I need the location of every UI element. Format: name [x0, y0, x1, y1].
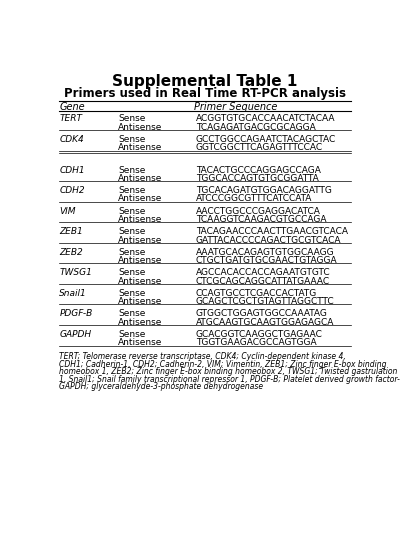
- Text: Antisense: Antisense: [118, 143, 162, 152]
- Text: TERT: TERT: [59, 115, 82, 124]
- Text: TACAGAACCCAACTTGAACGTCACA: TACAGAACCCAACTTGAACGTCACA: [196, 227, 348, 236]
- Text: CDH2: CDH2: [59, 186, 85, 195]
- Text: Sense: Sense: [118, 227, 146, 236]
- Text: CDK4: CDK4: [59, 135, 84, 144]
- Text: PDGF-B: PDGF-B: [59, 309, 92, 318]
- Text: TERT; Telomerase reverse transcriptase, CDK4; Cyclin-dependent kinase 4,: TERT; Telomerase reverse transcriptase, …: [59, 352, 346, 361]
- Text: Antisense: Antisense: [118, 215, 162, 224]
- Text: CDH1; Cadherin-1, CDH2; Cadherin-2, VIM; Vimentin, ZEB1; Zinc finger E-box bindi: CDH1; Cadherin-1, CDH2; Cadherin-2, VIM;…: [59, 360, 387, 369]
- Text: TGGCACCAGTGTGCGGATTA: TGGCACCAGTGTGCGGATTA: [196, 174, 318, 183]
- Text: Antisense: Antisense: [118, 256, 162, 265]
- Text: Gene: Gene: [59, 102, 85, 112]
- Text: ATCCCGGCGTTTCATCCATA: ATCCCGGCGTTTCATCCATA: [196, 195, 312, 204]
- Text: TCAAGGTCAAGACGTGCCAGA: TCAAGGTCAAGACGTGCCAGA: [196, 215, 326, 224]
- Text: Antisense: Antisense: [118, 123, 162, 132]
- Text: CCAGTGCCTCGACCACTATG: CCAGTGCCTCGACCACTATG: [196, 289, 317, 298]
- Text: ZEB1: ZEB1: [59, 227, 83, 236]
- Text: AAATGCACAGAGTGTGGCAAGG: AAATGCACAGAGTGTGGCAAGG: [196, 248, 334, 257]
- Text: CTCGCAGCAGGCATTATGAAAC: CTCGCAGCAGGCATTATGAAAC: [196, 277, 330, 286]
- Text: Sense: Sense: [118, 268, 146, 277]
- Text: TCAGAGATGACGCGCAGGA: TCAGAGATGACGCGCAGGA: [196, 123, 316, 132]
- Text: Sense: Sense: [118, 166, 146, 175]
- Text: CTGCTGATGTGCGAACTGTAGGA: CTGCTGATGTGCGAACTGTAGGA: [196, 256, 337, 265]
- Text: ATGCAAGTGCAAGTGGAGAGCA: ATGCAAGTGCAAGTGGAGAGCA: [196, 318, 334, 327]
- Text: GTGGCTGGAGTGGCCAAATAG: GTGGCTGGAGTGGCCAAATAG: [196, 309, 328, 318]
- Text: homeobox 1, ZEB2; Zinc finger E-box binding homeobox 2, TWSG1; Twisted gastrulat: homeobox 1, ZEB2; Zinc finger E-box bind…: [59, 367, 400, 376]
- Text: Sense: Sense: [118, 248, 146, 257]
- Text: AACCTGGCCCGAGGACATCA: AACCTGGCCCGAGGACATCA: [196, 207, 320, 216]
- Text: CDH1: CDH1: [59, 166, 85, 175]
- Text: Snail1: Snail1: [59, 289, 87, 298]
- Text: GAPDH; glyceraldehyde-3-phosphate dehydrogenase: GAPDH; glyceraldehyde-3-phosphate dehydr…: [59, 382, 264, 391]
- Text: AGCCACACCACCAGAATGTGTC: AGCCACACCACCAGAATGTGTC: [196, 268, 330, 277]
- Text: Antisense: Antisense: [118, 195, 162, 204]
- Text: Sense: Sense: [118, 115, 146, 124]
- Text: Antisense: Antisense: [118, 297, 162, 306]
- Text: Sense: Sense: [118, 289, 146, 298]
- Text: Sense: Sense: [118, 309, 146, 318]
- Text: GAPDH: GAPDH: [59, 330, 92, 339]
- Text: Primer Sequence: Primer Sequence: [194, 102, 278, 112]
- Text: TWSG1: TWSG1: [59, 268, 92, 277]
- Text: Sense: Sense: [118, 135, 146, 144]
- Text: TGCACAGATGTGGACAGGATTG: TGCACAGATGTGGACAGGATTG: [196, 186, 332, 195]
- Text: Antisense: Antisense: [118, 174, 162, 183]
- Text: GCACGGTCAAGGCTGAGAAC: GCACGGTCAAGGCTGAGAAC: [196, 330, 322, 339]
- Text: 1, Snail1; Snail family transcriptional repressor 1, PDGF-B; Platelet derived gr: 1, Snail1; Snail family transcriptional …: [59, 375, 400, 384]
- Text: Sense: Sense: [118, 186, 146, 195]
- Text: GATTACACCCCAGACTGCGTCACA: GATTACACCCCAGACTGCGTCACA: [196, 236, 341, 245]
- Text: VIM: VIM: [59, 207, 76, 216]
- Text: Supplemental Table 1: Supplemental Table 1: [112, 74, 298, 89]
- Text: GGTCGGCTTCAGAGTTTCCAC: GGTCGGCTTCAGAGTTTCCAC: [196, 143, 323, 152]
- Text: Antisense: Antisense: [118, 338, 162, 347]
- Text: GCAGCTCGCTGTAGTTAGGCTTC: GCAGCTCGCTGTAGTTAGGCTTC: [196, 297, 334, 306]
- Text: ACGGTGTGCACCAACATCTACAA: ACGGTGTGCACCAACATCTACAA: [196, 115, 335, 124]
- Text: Antisense: Antisense: [118, 277, 162, 286]
- Text: Sense: Sense: [118, 330, 146, 339]
- Text: Sense: Sense: [118, 207, 146, 216]
- Text: Antisense: Antisense: [118, 318, 162, 327]
- Text: GCCTGGCCAGAATCTACAGCTAC: GCCTGGCCAGAATCTACAGCTAC: [196, 135, 336, 144]
- Text: TGGTGAAGACGCCAGTGGA: TGGTGAAGACGCCAGTGGA: [196, 338, 316, 347]
- Text: TACACTGCCCAGGAGCCAGA: TACACTGCCCAGGAGCCAGA: [196, 166, 320, 175]
- Text: Primers used in Real Time RT-PCR analysis: Primers used in Real Time RT-PCR analysi…: [64, 86, 346, 100]
- Text: ZEB2: ZEB2: [59, 248, 83, 257]
- Text: Antisense: Antisense: [118, 236, 162, 245]
